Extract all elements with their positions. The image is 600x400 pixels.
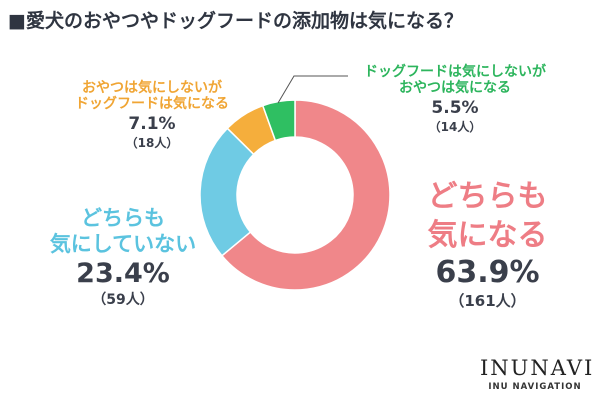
slice-label-line: 気になる [427, 217, 548, 253]
slice-percent: 23.4% [76, 258, 170, 290]
slice-label-line: どちらも [81, 206, 165, 230]
slice-count: （14人） [428, 120, 482, 135]
slice-label-treats-only: ドッグフードは気にしないが おやつは気になる 5.5% （14人） [345, 64, 565, 135]
slice-label-line: おやつは気にしないが [82, 80, 222, 96]
slice-label-line: おやつは気になる [399, 80, 511, 97]
slice-label-line: ドッグフードは気になる [75, 96, 229, 113]
slice-label-line: ドッグフードは気にしないが [364, 64, 546, 80]
brand-tagline: INU NAVIGATION [488, 382, 582, 392]
donut-slice-3 [261, 99, 296, 142]
slice-count: （161人） [449, 292, 526, 310]
donut-slice-0 [220, 99, 391, 291]
brand-logo: INUNAVI [480, 356, 595, 380]
slice-percent: 63.9% [435, 255, 540, 290]
slice-label-food-only: おやつは気にしないが ドッグフードは気になる 7.1% （18人） [52, 80, 252, 151]
slice-label-neither-concerned: どちらも 気にしていない 23.4% （59人） [28, 206, 218, 309]
slice-count: （59人） [92, 292, 154, 309]
leader-line [277, 75, 348, 104]
chart-title: ■愛犬のおやつやドッグフードの添加物は気になる？ [8, 10, 463, 32]
slice-percent: 5.5% [431, 98, 479, 119]
slice-label-line: 気にしていない [49, 232, 197, 257]
slice-label-both-concerned: どちらも 気になる 63.9% （161人） [400, 179, 575, 311]
slice-count: （18人） [125, 136, 179, 151]
slice-percent: 7.1% [128, 114, 176, 135]
slice-label-line: どちらも [427, 179, 548, 214]
